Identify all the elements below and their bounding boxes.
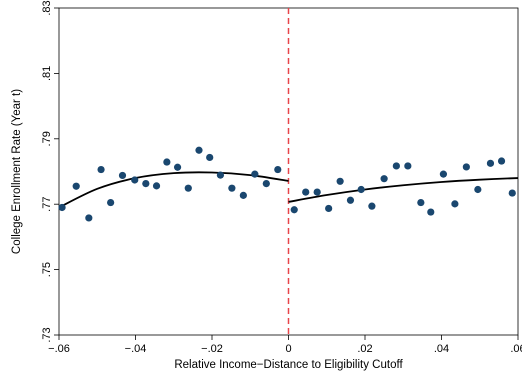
data-point [184, 184, 192, 192]
data-point [85, 214, 93, 222]
y-axis-label: College Enrollment Rate (Year t) [11, 89, 23, 254]
data-point [107, 198, 115, 207]
data-point [439, 170, 448, 178]
y-tick-label: .73 [41, 327, 53, 342]
data-point [508, 189, 516, 197]
data-point [336, 177, 344, 185]
data-point [486, 159, 495, 167]
data-point [195, 146, 203, 154]
y-tick-label: .83 [41, 0, 53, 15]
data-point [392, 162, 400, 170]
x-tick-label: −.06 [48, 343, 70, 355]
data-point [152, 182, 161, 190]
x-axis-label: Relative Income−Distance to Eligibility … [174, 359, 403, 371]
x-tick-label: −.04 [125, 343, 147, 355]
fit-line-left [58, 171, 289, 209]
data-point [368, 202, 376, 210]
fit-line-right [288, 177, 519, 203]
data-point [163, 158, 171, 166]
data-point [239, 191, 247, 199]
data-points [58, 146, 516, 222]
data-point [274, 165, 282, 174]
data-point [216, 171, 225, 179]
data-point [451, 200, 459, 208]
data-point [142, 179, 150, 188]
data-point [206, 153, 214, 162]
data-point [290, 206, 298, 214]
y-tick-label: .77 [41, 197, 53, 212]
data-point [404, 162, 412, 170]
data-point [497, 157, 506, 165]
data-point [474, 185, 482, 194]
y-tick-label: .81 [41, 66, 53, 81]
x-axis-ticks: −.06 −.04 −.02 0 .02 .04 .06 [48, 335, 522, 355]
data-point [302, 188, 310, 196]
data-point [58, 203, 66, 212]
data-point [131, 176, 139, 184]
data-point [228, 184, 236, 192]
x-tick-label: −.02 [201, 343, 223, 355]
data-point [417, 198, 425, 207]
x-tick-label: .04 [434, 343, 449, 355]
data-point [462, 163, 470, 171]
data-point [173, 163, 182, 171]
x-tick-label: .02 [357, 343, 372, 355]
data-point [262, 179, 270, 188]
y-tick-label: .79 [41, 131, 53, 146]
x-tick-label: .06 [510, 343, 522, 355]
data-point [97, 165, 105, 174]
data-point [251, 170, 259, 178]
data-point [325, 204, 333, 213]
data-point [72, 182, 80, 190]
x-tick-label: 0 [285, 343, 291, 355]
data-point [380, 175, 388, 183]
y-tick-label: .75 [41, 262, 53, 277]
data-point [118, 171, 127, 180]
fit-lines [58, 171, 519, 209]
data-point [313, 188, 321, 196]
data-point [427, 208, 435, 216]
data-point [357, 185, 365, 194]
data-point [346, 196, 355, 204]
y-axis-ticks: .73 .75 .77 .79 .81 .83 [41, 0, 59, 343]
